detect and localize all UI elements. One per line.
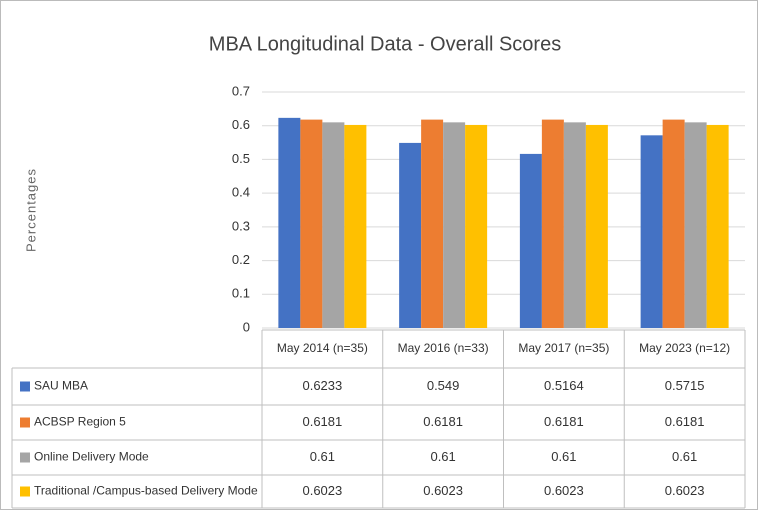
legend-label: Traditional /Campus-based Delivery Mode: [34, 484, 258, 498]
legend-key: [20, 417, 30, 428]
x-tick-label: May 2014 (n=35): [277, 341, 368, 355]
table-value: 0.549: [427, 378, 460, 393]
bar: [465, 124, 488, 328]
legend-label: Online Delivery Mode: [34, 450, 149, 464]
legend-key: [20, 381, 30, 392]
y-tick-label: 0.3: [232, 218, 250, 233]
bar: [322, 122, 345, 328]
bar: [541, 119, 564, 328]
table-value: 0.6181: [544, 414, 584, 429]
y-tick-label: 0.5: [232, 151, 250, 166]
table-value: 0.6023: [544, 483, 584, 498]
legend-key: [20, 452, 30, 463]
bar: [640, 135, 663, 328]
table-value: 0.61: [310, 449, 335, 464]
table-value: 0.61: [672, 449, 697, 464]
table-value: 0.61: [551, 449, 576, 464]
legend-key: [20, 486, 30, 497]
y-tick-label: 0.1: [232, 286, 250, 301]
y-tick-label: 0.2: [232, 252, 250, 267]
bar: [443, 122, 466, 328]
bar: [585, 124, 608, 328]
bar: [278, 117, 301, 328]
bar: [300, 119, 323, 328]
table-value: 0.6023: [423, 483, 463, 498]
bar: [662, 119, 685, 328]
bar: [399, 142, 422, 328]
table-value: 0.5164: [544, 378, 584, 393]
y-tick-label: 0.4: [232, 185, 250, 200]
chart-title: MBA Longitudinal Data - Overall Scores: [209, 33, 561, 55]
x-tick-label: May 2017 (n=35): [518, 341, 609, 355]
table-value: 0.6181: [302, 414, 342, 429]
table-value: 0.61: [430, 449, 455, 464]
x-tick-label: May 2016 (n=33): [398, 341, 489, 355]
bar: [519, 153, 542, 328]
bar: [344, 124, 367, 328]
table-value: 0.6181: [423, 414, 463, 429]
legend-label: ACBSP Region 5: [34, 415, 126, 429]
bar: [706, 124, 729, 328]
y-tick-label: 0.7: [232, 83, 250, 98]
y-tick-label: 0: [243, 319, 250, 334]
y-tick-label: 0.6: [232, 117, 250, 132]
table-value: 0.6181: [665, 414, 705, 429]
table-value: 0.6233: [302, 378, 342, 393]
bar: [421, 119, 444, 328]
table-value: 0.6023: [665, 483, 705, 498]
table-value: 0.5715: [665, 378, 705, 393]
bar: [684, 122, 707, 328]
legend-label: SAU MBA: [34, 379, 88, 393]
table-value: 0.6023: [302, 483, 342, 498]
x-tick-label: May 2023 (n=12): [639, 341, 730, 355]
y-axis-label: Percentages: [23, 168, 38, 252]
bar: [563, 122, 586, 328]
